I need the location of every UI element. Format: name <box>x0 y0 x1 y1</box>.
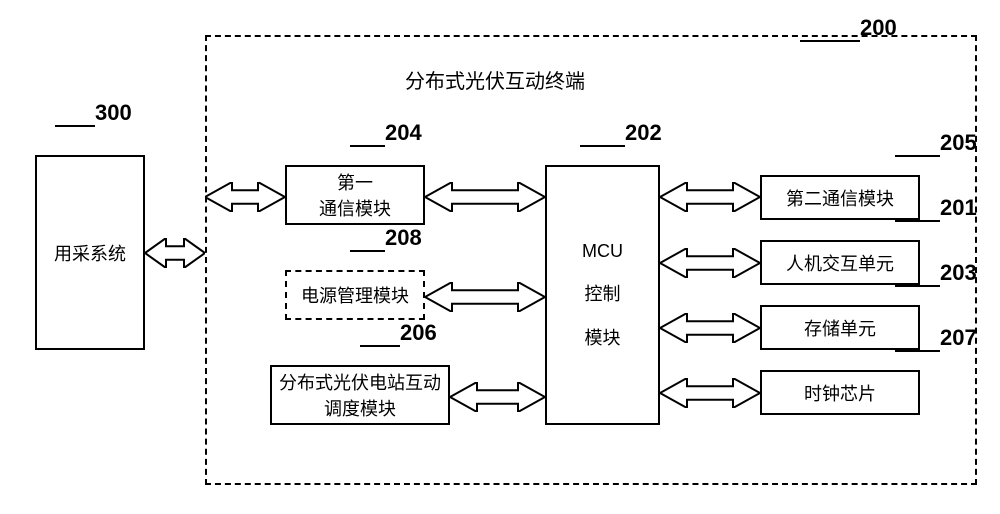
box-text: 调度模块 <box>324 395 396 421</box>
box-text: MCU <box>582 241 623 262</box>
box-hmi-unit: 人机交互单元 <box>760 240 920 285</box>
leader-line <box>55 125 95 127</box>
bidir-arrow <box>450 382 545 412</box>
ref-number: 201 <box>940 195 977 221</box>
leader-line <box>350 250 385 252</box>
leader-line <box>360 345 400 347</box>
leader-line <box>895 285 940 287</box>
ref-number: 300 <box>95 100 132 126</box>
box-power-mgmt: 电源管理模块 <box>285 270 425 320</box>
box-text: 用采系统 <box>54 240 126 266</box>
bidir-arrow <box>660 313 760 343</box>
box-text: 电源管理模块 <box>301 282 409 308</box>
box-comm-module-1: 第一 通信模块 <box>285 165 425 225</box>
box-dispatch-module: 分布式光伏电站互动 调度模块 <box>270 365 450 425</box>
bidir-arrow <box>660 378 760 408</box>
ref-number: 207 <box>940 325 977 351</box>
box-text: 人机交互单元 <box>786 250 894 276</box>
leader-line <box>350 145 385 147</box>
terminal-title: 分布式光伏互动终端 <box>405 65 585 94</box>
box-text: 第一 <box>337 169 373 195</box>
ref-number: 208 <box>385 225 422 251</box>
box-text: 模块 <box>585 324 621 350</box>
box-text: 控制 <box>585 280 621 306</box>
bidir-arrow <box>425 282 545 312</box>
bidir-arrow <box>145 238 205 268</box>
bidir-arrow <box>660 248 760 278</box>
leader-line <box>800 40 860 42</box>
box-text: 存储单元 <box>804 315 876 341</box>
box-clock-chip: 时钟芯片 <box>760 370 920 415</box>
leader-line <box>895 155 940 157</box>
leader-line <box>580 145 625 147</box>
ref-number: 206 <box>400 320 437 346</box>
box-text: 第二通信模块 <box>786 185 894 211</box>
box-text: 分布式光伏电站互动 <box>279 369 441 395</box>
box-mcu-control: MCU 控制 模块 <box>545 165 660 425</box>
ref-number: 205 <box>940 130 977 156</box>
bidir-arrow <box>205 182 285 212</box>
box-text: 时钟芯片 <box>804 380 876 406</box>
bidir-arrow <box>660 182 760 212</box>
ref-number: 203 <box>940 260 977 286</box>
box-storage-unit: 存储单元 <box>760 305 920 350</box>
leader-line <box>895 220 940 222</box>
ref-number: 204 <box>385 120 422 146</box>
ref-number: 202 <box>625 120 662 146</box>
leader-line <box>895 350 940 352</box>
bidir-arrow <box>425 182 545 212</box>
ref-number: 200 <box>860 15 897 41</box>
box-comm-module-2: 第二通信模块 <box>760 175 920 220</box>
box-text: 通信模块 <box>319 195 391 221</box>
box-acquisition-system: 用采系统 <box>35 155 145 350</box>
